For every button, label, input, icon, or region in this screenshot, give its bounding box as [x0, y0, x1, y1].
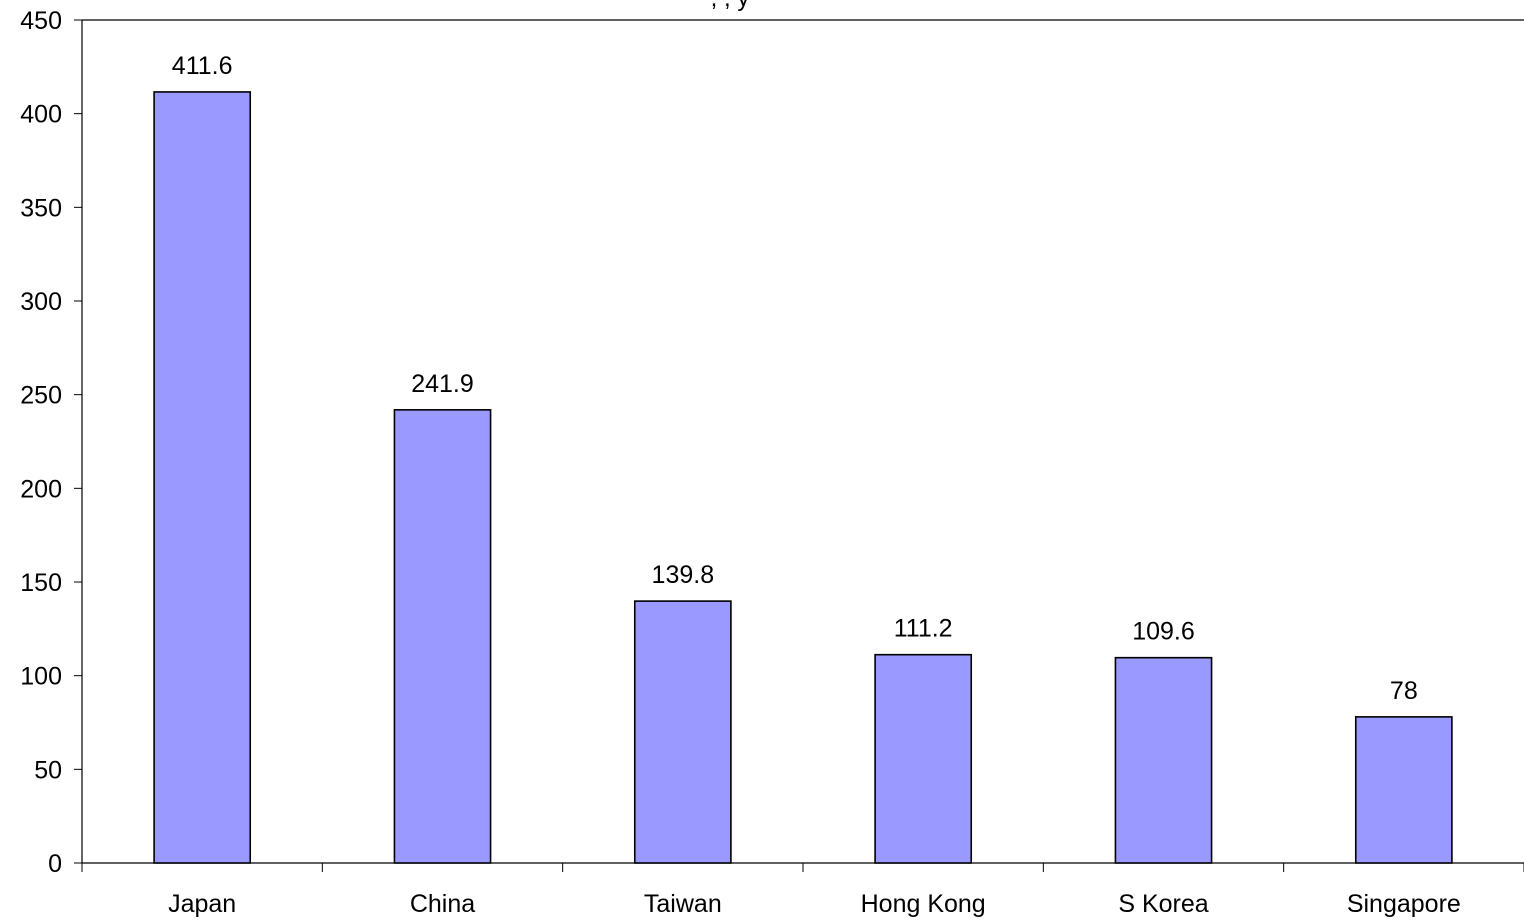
chart-title-fragment: , , y [711, 0, 750, 12]
bar-singapore [1354, 716, 1453, 864]
bar-value-label: 111.2 [894, 615, 953, 643]
bar-value-label: 78 [1390, 677, 1418, 705]
bar-value-label: 411.6 [172, 52, 233, 80]
bar-s-korea [1114, 656, 1213, 864]
y-tick-label: 300 [20, 288, 62, 316]
data-labels: 411.6 241.9 139.8 111.2 109.6 78 [172, 52, 1418, 705]
x-category-label: Singapore [1347, 890, 1461, 918]
x-category-label: Taiwan [644, 890, 722, 918]
bars [153, 91, 1453, 864]
x-category-label: China [410, 890, 475, 918]
y-tick-label: 0 [48, 850, 62, 878]
bar-value-label: 139.8 [652, 561, 715, 589]
bar-value-label: 109.6 [1132, 618, 1195, 646]
y-tick-label: 250 [20, 382, 62, 410]
y-tick-label: 450 [20, 7, 62, 35]
y-tick-label: 100 [20, 663, 62, 691]
bar-hong-kong [874, 653, 973, 864]
bar-china [393, 409, 492, 864]
bar-value-label: 241.9 [411, 370, 474, 398]
bar-japan [153, 91, 252, 864]
y-tick-label: 200 [20, 475, 62, 503]
y-tick-label: 150 [20, 569, 62, 597]
y-tick-label: 350 [20, 194, 62, 222]
y-tick-label: 400 [20, 101, 62, 129]
y-axis: 0 50 100 150 200 250 300 350 400 450 [20, 7, 1524, 878]
x-category-label: Japan [168, 890, 236, 918]
y-tick-label: 50 [34, 756, 62, 784]
x-category-label: Hong Kong [861, 890, 986, 918]
bar-taiwan [633, 600, 732, 864]
x-category-label: S Korea [1118, 890, 1208, 918]
x-axis: Japan China Taiwan Hong Kong S Korea Singapor… [81, 862, 1524, 918]
